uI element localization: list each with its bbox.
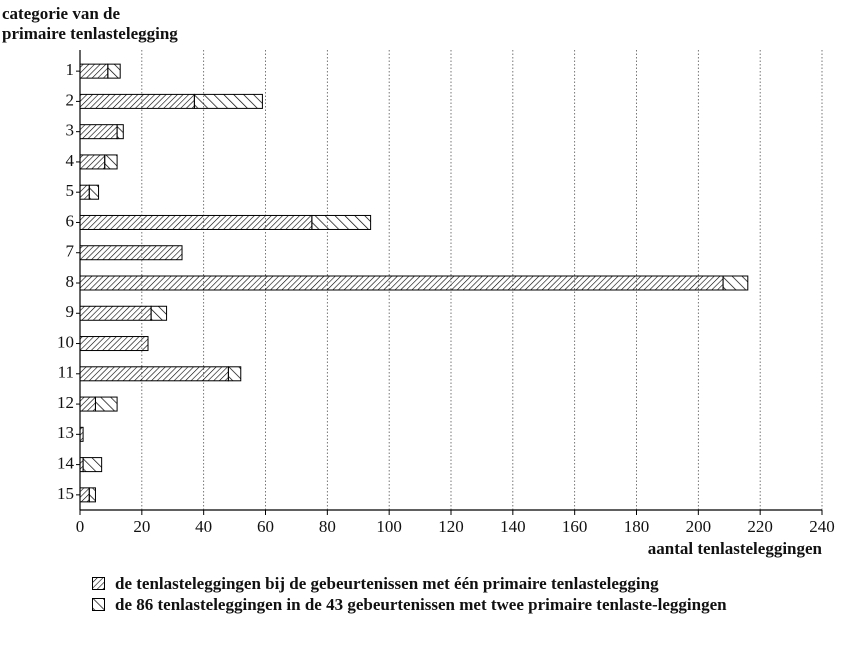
bar-segment: [79, 275, 724, 291]
bar-segment: [193, 93, 263, 109]
x-tick-label: 40: [195, 517, 212, 536]
x-tick-label: 240: [809, 517, 835, 536]
bar-segment: [79, 63, 109, 79]
y-tick-label: 5: [66, 181, 75, 200]
legend-entry: de tenlasteleggingen bij de gebeurteniss…: [115, 574, 659, 593]
bar-segment: [82, 457, 103, 473]
x-tick-label: 200: [686, 517, 712, 536]
y-tick-label: 8: [66, 272, 75, 291]
y-tick-label: 9: [66, 302, 75, 321]
x-tick-label: 160: [562, 517, 588, 536]
y-tick-label: 14: [57, 454, 75, 473]
bar-segment: [94, 396, 118, 412]
legend-swatch: [92, 598, 105, 611]
x-tick-label: 20: [133, 517, 150, 536]
bar-segment: [227, 366, 242, 382]
x-tick-label: 120: [438, 517, 464, 536]
y-tick-label: 3: [66, 121, 75, 140]
bar-segment: [116, 124, 124, 140]
bar-segment: [79, 396, 96, 412]
bar-segment: [88, 487, 96, 503]
y-axis-title: categorie van de primaire tenlasteleggin…: [2, 4, 178, 44]
x-tick-label: 140: [500, 517, 526, 536]
bar-segment: [150, 305, 168, 321]
y-tick-label: 2: [66, 90, 75, 109]
bar-segment: [79, 214, 313, 230]
bar-segment: [722, 275, 749, 291]
y-tick-label: 15: [57, 484, 74, 503]
x-tick-label: 220: [747, 517, 773, 536]
x-tick-label: 180: [624, 517, 650, 536]
bar-segment: [311, 214, 372, 230]
y-tick-label: 11: [58, 363, 74, 382]
y-tick-label: 10: [57, 332, 74, 351]
bar-segment: [79, 336, 149, 352]
y-tick-label: 7: [66, 242, 75, 261]
y-tick-label: 12: [57, 393, 74, 412]
bar-segment: [107, 63, 121, 79]
bar-segment: [79, 487, 90, 503]
y-tick-label: 1: [66, 60, 75, 79]
x-tick-label: 100: [376, 517, 402, 536]
y-tick-label: 6: [66, 211, 75, 230]
y-axis-title-line: primaire tenlastelegging: [2, 24, 178, 43]
y-axis-title-line: categorie van de: [2, 4, 121, 23]
bar-segment: [79, 426, 84, 442]
x-tick-label: 60: [257, 517, 274, 536]
y-tick-label: 13: [57, 423, 74, 442]
x-tick-label: 0: [76, 517, 85, 536]
bar-segment: [79, 124, 118, 140]
bar-segment: [104, 154, 118, 170]
bar-segment: [79, 184, 90, 200]
bar-segment: [79, 366, 229, 382]
legend-swatch: [92, 577, 105, 590]
bar-segment: [88, 184, 100, 200]
x-tick-label: 80: [319, 517, 336, 536]
y-tick-label: 4: [66, 151, 75, 170]
legend-entry: de 86 tenlasteleggingen in de 43 gebeurt…: [115, 595, 727, 614]
x-axis-title: aantal tenlasteleggingen: [648, 539, 823, 558]
bar-segment: [79, 245, 183, 261]
bar-segment: [79, 93, 195, 109]
bar-segment: [79, 154, 106, 170]
bar-segment: [79, 305, 152, 321]
